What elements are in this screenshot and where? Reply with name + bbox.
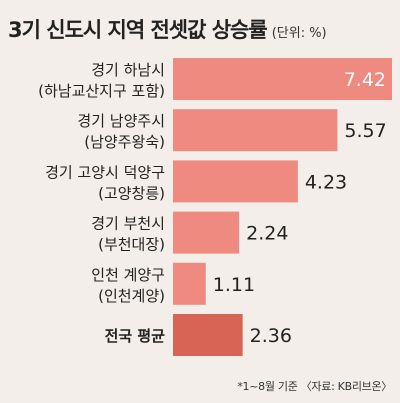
value-label-1: 5.57 <box>344 120 386 142</box>
bar-2 <box>173 160 298 203</box>
category-label-0-0: 경기 하남시 <box>91 61 165 79</box>
category-label-2-1: (고양창릉) <box>98 184 165 202</box>
bar-0 <box>173 58 392 100</box>
value-label-3: 2.24 <box>246 223 288 245</box>
category-label-2-0: 경기 고양시 덕양구 <box>45 163 165 181</box>
category-label-1-1: (남양주왕숙) <box>84 133 165 151</box>
category-label-5-0: 전국 평균 <box>105 327 166 345</box>
category-label-3-1: (부천대장) <box>98 236 165 254</box>
bar-4 <box>173 262 206 305</box>
bar-3 <box>173 211 240 254</box>
bar-1 <box>173 109 338 152</box>
category-label-0-1: (하남교산지구 포함) <box>38 82 165 100</box>
category-label-1-0: 경기 남양주시 <box>77 112 165 130</box>
value-label-5: 2.36 <box>250 325 292 347</box>
category-label-4-1: (인천계양) <box>98 287 165 305</box>
bar-5 <box>173 314 243 356</box>
category-label-3-0: 경기 부천시 <box>91 215 165 233</box>
title-row: 3기 신도시 지역 전셋값 상승률 (단위: %) <box>8 14 392 44</box>
source-note: *1~8월 기준 〈자료: KB리브온〉 <box>237 380 392 393</box>
value-label-0: 7.42 <box>344 69 386 91</box>
unit-label: (단위: %) <box>271 26 327 41</box>
chart-title: 3기 신도시 지역 전셋값 상승률 <box>8 18 268 42</box>
value-label-2: 4.23 <box>305 171 347 193</box>
category-label-4-0: 인천 계양구 <box>91 266 165 284</box>
value-label-4: 1.11 <box>213 274 255 296</box>
